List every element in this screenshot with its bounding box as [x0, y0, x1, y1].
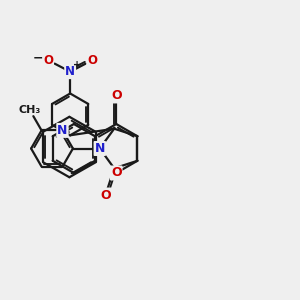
- Text: N: N: [65, 65, 75, 78]
- Text: O: O: [111, 89, 122, 103]
- Text: O: O: [111, 167, 122, 179]
- Text: +: +: [73, 60, 81, 70]
- Text: N: N: [94, 142, 105, 155]
- Text: O: O: [87, 54, 97, 67]
- Text: CH₃: CH₃: [19, 105, 41, 115]
- Text: O: O: [43, 54, 53, 67]
- Text: O: O: [100, 188, 111, 202]
- Text: −: −: [33, 52, 44, 65]
- Text: N: N: [57, 124, 68, 137]
